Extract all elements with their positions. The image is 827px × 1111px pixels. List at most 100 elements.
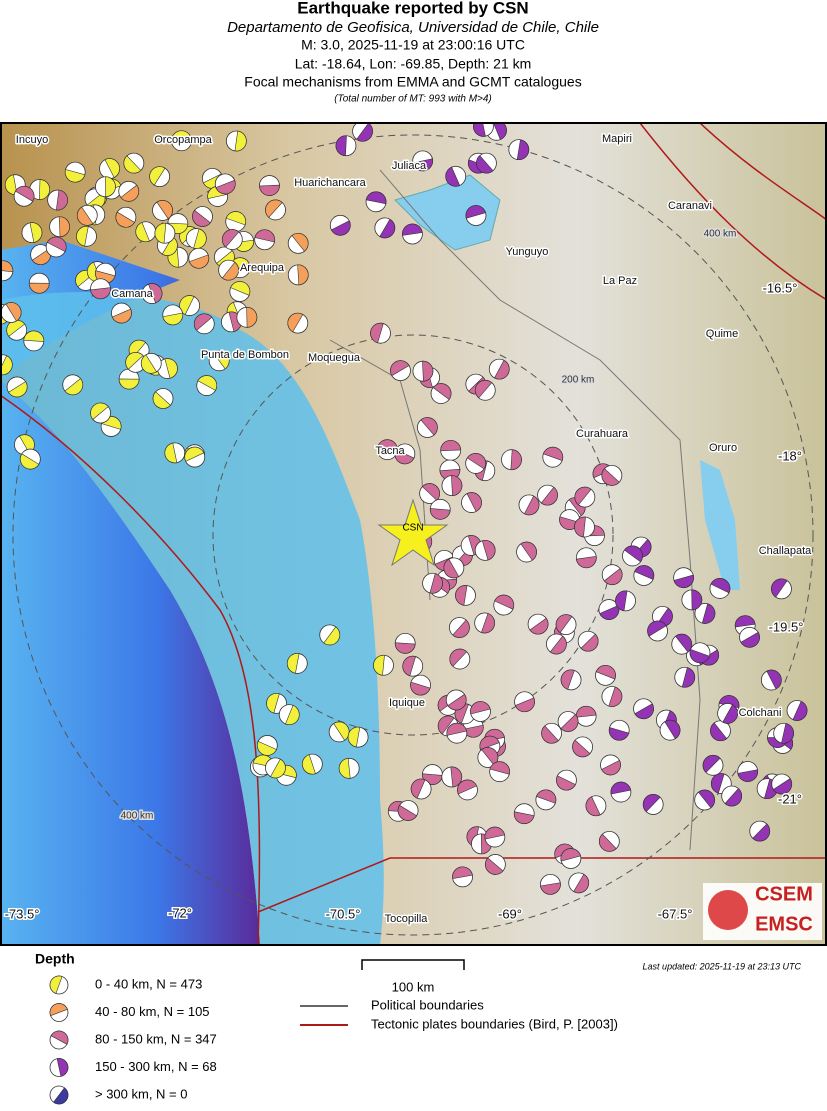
beachball-quadrant — [549, 635, 567, 655]
beachball-quadrant — [698, 789, 715, 809]
focal-mechanisms — [1, 123, 808, 895]
beachball-quadrant — [489, 761, 510, 775]
beachball-quadrant — [445, 166, 461, 187]
beachball-quadrant — [184, 446, 205, 462]
beachball-quadrant — [520, 541, 537, 561]
beachball-quadrant — [513, 811, 535, 824]
beachball-quadrant — [64, 169, 86, 183]
place-label: La Paz — [603, 275, 637, 287]
beachball-quadrant — [494, 359, 510, 380]
beachball-quadrant — [164, 358, 178, 379]
beachball-quadrant — [455, 585, 468, 606]
updated: Last updated: 2025-11-19 at 23:13 UTC — [643, 961, 802, 971]
beachball-quadrant — [737, 769, 758, 782]
beachball-quadrant — [105, 176, 116, 198]
scale-label: 100 km — [392, 979, 435, 994]
beachball-quadrant — [691, 589, 703, 611]
beachball-quadrant — [370, 322, 384, 344]
place-label: Punta de Bombon — [201, 349, 289, 361]
place-label: Camana — [111, 288, 153, 300]
plate-boundary — [1, 394, 261, 945]
beachball-quadrant — [64, 378, 83, 395]
beachball-quadrant — [457, 779, 478, 795]
place-label: Challapata — [759, 545, 812, 557]
beachball-quadrant — [222, 229, 240, 248]
beachball-quadrant — [373, 655, 385, 676]
place-label: Juliaca — [392, 160, 427, 172]
beachball-quadrant — [8, 381, 28, 398]
place-label: Huarichancara — [294, 177, 366, 189]
beachball-quadrant — [556, 775, 576, 791]
beachball-quadrant — [689, 649, 710, 663]
beachball-quadrant — [573, 873, 589, 894]
place-label: Tocopilla — [385, 913, 429, 925]
place-label: Curahuara — [576, 428, 629, 440]
beachball-quadrant — [642, 794, 661, 813]
beachball-quadrant — [164, 442, 178, 464]
beachball-quadrant — [410, 681, 431, 696]
lon-label: -72° — [168, 905, 192, 920]
beachball-quadrant — [647, 620, 667, 637]
subtitle: Departamento de Geofisica, Universidad d… — [227, 19, 599, 36]
ring-label: 400 km — [704, 229, 737, 240]
beachball-quadrant — [266, 693, 280, 714]
beachball-quadrant — [710, 578, 731, 594]
beachball-quadrant — [446, 722, 467, 736]
beachball-quadrant — [270, 758, 286, 779]
legend-label: > 300 km, N = 0 — [95, 1086, 188, 1101]
beachball-quadrant — [49, 1003, 68, 1017]
beachball-quadrant — [710, 773, 725, 794]
beachball-quadrant — [291, 233, 309, 252]
note: (Total number of MT: 993 with M>4) — [334, 94, 492, 105]
place-label: Yunguyo — [506, 246, 549, 258]
beachball-quadrant — [297, 264, 309, 286]
beachball-quadrant — [429, 508, 451, 520]
ocean — [1, 240, 260, 945]
beachball-quadrant — [394, 642, 416, 654]
beachball-quadrant — [379, 218, 396, 239]
map-labels: Incuyo Orcopampa Juliaca Mapiri Huarichancar… — [3, 131, 814, 926]
beachball-quadrant — [437, 715, 455, 735]
beachball-quadrant — [772, 778, 793, 795]
beachball-quadrant — [752, 823, 771, 842]
place-label: Orcopampa — [154, 134, 212, 146]
scale-bar — [361, 959, 465, 970]
beachball-quadrant — [420, 417, 438, 436]
lon-label: -73.5° — [5, 906, 40, 921]
legend-label: 0 - 40 km, N = 473 — [95, 976, 202, 991]
beachball-quadrant — [5, 302, 22, 322]
beachball-quadrant — [529, 617, 549, 635]
beachball-quadrant — [536, 789, 557, 804]
beachball-quadrant — [76, 226, 89, 247]
beachball-quadrant — [470, 701, 491, 715]
beachball-quadrant — [452, 619, 470, 638]
beachball-quadrant — [111, 308, 132, 324]
beachball-quadrant — [718, 695, 740, 709]
beachball-quadrant — [154, 222, 167, 244]
beachball-quadrant — [197, 375, 218, 391]
beachball-quadrant — [287, 653, 300, 674]
beachball-quadrant — [412, 158, 433, 172]
catalogues: Focal mechanisms from EMMA and GCMT cata… — [244, 74, 581, 90]
ring-label: 400 km — [121, 811, 154, 822]
lon-label: -67.5° — [658, 906, 693, 921]
beachball-quadrant — [585, 796, 601, 817]
legend-label: 150 - 300 km, N = 68 — [95, 1059, 217, 1074]
place-label: Incuyo — [16, 134, 48, 146]
legend-title: Depth — [35, 951, 75, 967]
beachball-quadrant — [451, 475, 463, 496]
title: Earthquake reported by CSN — [297, 0, 528, 17]
beachball-quadrant — [724, 788, 742, 807]
beachball-quadrant — [188, 254, 210, 269]
beachball-quadrant — [555, 614, 573, 634]
beachball-quadrant — [452, 866, 473, 880]
beachball-quadrant — [673, 574, 694, 588]
beachball-quadrant — [447, 693, 467, 711]
beachball-quadrant — [575, 706, 597, 718]
beachball-quadrant — [90, 402, 109, 420]
beachball-quadrant — [365, 191, 387, 205]
beachball-quadrant — [156, 200, 173, 220]
beachball-quadrant — [766, 669, 782, 690]
beachball-quadrant — [28, 282, 50, 294]
